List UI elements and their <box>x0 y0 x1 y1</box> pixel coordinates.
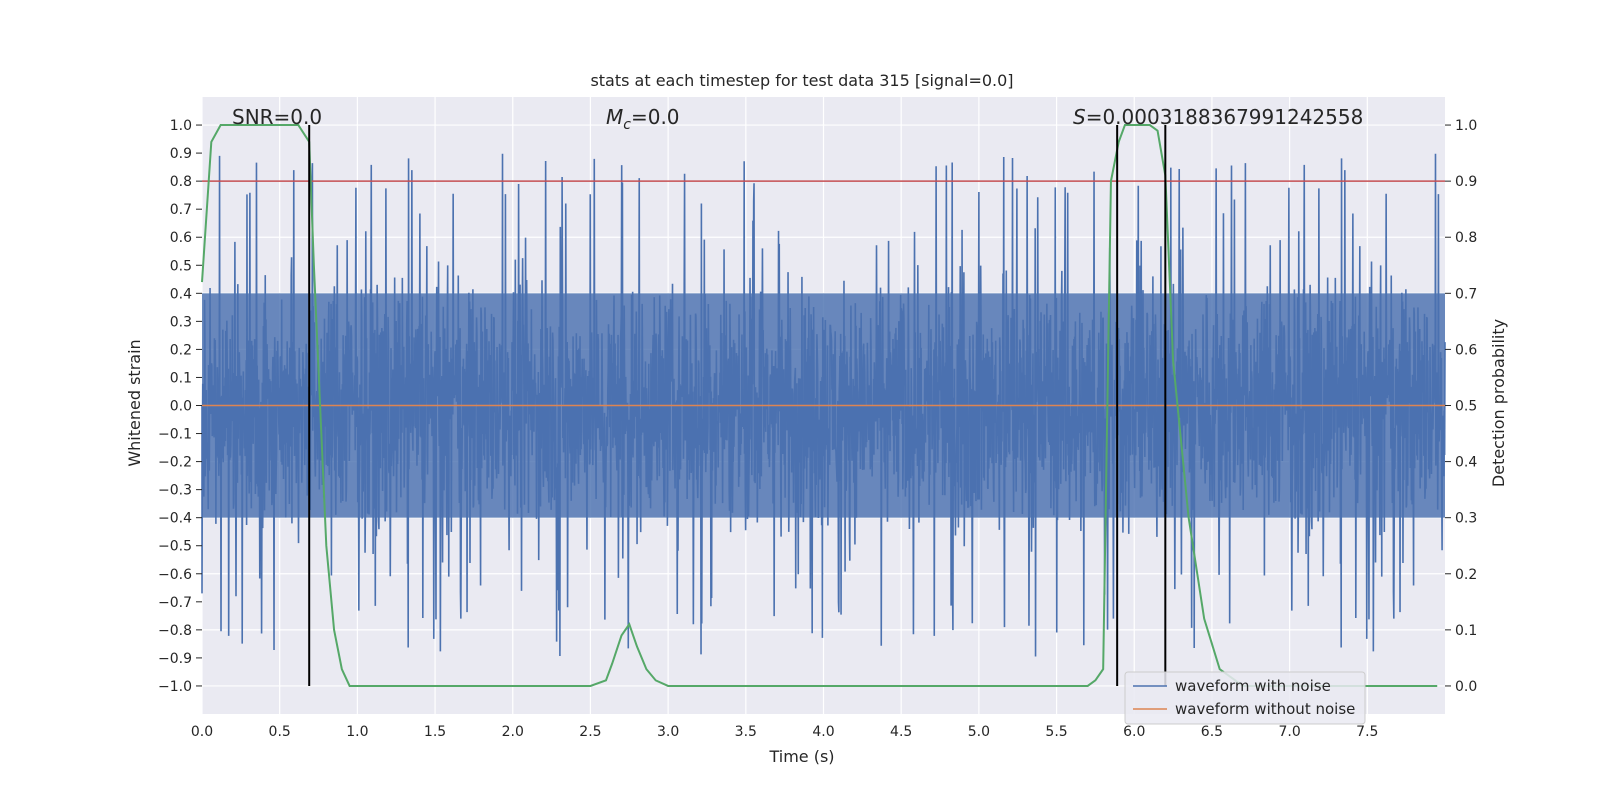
x-tick-label: 2.5 <box>579 724 601 740</box>
detection-probability-line <box>201 124 1438 687</box>
y-tick-label: 0.9 <box>170 146 192 162</box>
x-tick-label: 6.5 <box>1201 724 1223 740</box>
x-tick-label: 4.5 <box>890 724 912 740</box>
score-value: =0.0003188367991242558 <box>1086 105 1364 129</box>
x-tick-label: 5.0 <box>968 724 990 740</box>
y-tick-label: −0.5 <box>158 539 192 555</box>
y-tick-label: 0.0 <box>170 399 192 415</box>
x-axis-label: Time (s) <box>768 747 834 766</box>
x-tick-label: 2.0 <box>502 724 524 740</box>
y-right-tick-label: 0.6 <box>1455 342 1477 358</box>
y-right-tick-label: 0.8 <box>1455 230 1477 246</box>
y-right-tick-label: 0.7 <box>1455 286 1477 302</box>
y-tick-label: 0.1 <box>170 370 192 386</box>
x-tick-label: 3.0 <box>657 724 679 740</box>
y-right-tick-label: 1.0 <box>1455 118 1477 134</box>
y-tick-label: 0.6 <box>170 230 192 246</box>
y-tick-label: −0.4 <box>158 511 192 527</box>
x-tick-label: 0.0 <box>191 724 213 740</box>
y-tick-label: 0.8 <box>170 174 192 190</box>
y-right-tick-label: 0.9 <box>1455 174 1477 190</box>
y-tick-label: −0.1 <box>158 427 192 443</box>
x-tick-label: 7.5 <box>1356 724 1378 740</box>
y-tick-label: 0.4 <box>170 286 192 302</box>
y-tick-label: −0.7 <box>158 595 192 611</box>
y-right-tick-label: 0.0 <box>1455 679 1477 695</box>
overlay <box>201 124 1445 687</box>
chirp-mass-symbol: M <box>606 105 623 129</box>
y-right-tick-label: 0.3 <box>1455 511 1477 527</box>
chirp-mass-value: =0.0 <box>631 105 680 129</box>
legend-box <box>1124 671 1366 725</box>
x-tick-label: 0.5 <box>269 724 291 740</box>
y-tick-label: −0.6 <box>158 567 192 583</box>
y-axis-left: 1.0 0.9 0.8 0.7 0.6 0.5 0.4 0.3 0.2 0.1 0.0 −0.1 −0.… <box>158 118 202 695</box>
y-tick-label: 0.2 <box>170 342 192 358</box>
chirp-mass-annotation: Mc=0.0 <box>606 105 680 133</box>
y-tick-label: 0.5 <box>170 258 192 274</box>
y-right-tick-label: 0.4 <box>1455 455 1477 471</box>
score-annotation: S=0.0003188367991242558 <box>1073 105 1363 129</box>
legend: waveform with noise waveform without noi… <box>1124 671 1366 725</box>
x-axis: 0.0 0.5 1.0 1.5 2.0 2.5 3.0 3.5 4.0 4.5 5.0 5.5 6.0 6… <box>191 724 1379 740</box>
y-tick-label: 0.7 <box>170 202 192 218</box>
legend-label-noise: waveform with noise <box>1175 677 1331 695</box>
legend-label-clean: waveform without noise <box>1175 700 1355 718</box>
x-tick-label: 1.5 <box>424 724 446 740</box>
y-axis-label: Whitened strain <box>125 339 144 466</box>
y-tick-label: −0.3 <box>158 483 192 499</box>
y-axis-right: 1.0 0.9 0.8 0.7 0.6 0.5 0.4 0.3 0.2 0.1 0.0 <box>1445 118 1477 695</box>
y-right-tick-label: 0.5 <box>1455 399 1477 415</box>
x-tick-label: 7.0 <box>1278 724 1300 740</box>
chart-title: stats at each timestep for test data 315… <box>590 71 1013 90</box>
y-tick-label: −0.9 <box>158 651 192 667</box>
score-symbol: S <box>1073 105 1086 129</box>
x-tick-label: 3.5 <box>735 724 757 740</box>
y-tick-label: 0.3 <box>170 314 192 330</box>
y-tick-label: −1.0 <box>158 679 192 695</box>
x-tick-label: 4.0 <box>812 724 834 740</box>
x-tick-label: 1.0 <box>346 724 368 740</box>
y-tick-label: −0.2 <box>158 455 192 471</box>
chirp-mass-subscript: c <box>623 117 631 133</box>
y-right-tick-label: 0.2 <box>1455 567 1477 583</box>
x-tick-label: 6.0 <box>1123 724 1145 740</box>
y-right-tick-label: 0.1 <box>1455 623 1477 639</box>
x-tick-label: 5.5 <box>1045 724 1067 740</box>
y-tick-label: −0.8 <box>158 623 192 639</box>
snr-annotation: SNR=0.0 <box>232 105 322 129</box>
y-axis-label-right: Detection probability <box>1489 319 1508 487</box>
y-tick-label: 1.0 <box>170 118 192 134</box>
